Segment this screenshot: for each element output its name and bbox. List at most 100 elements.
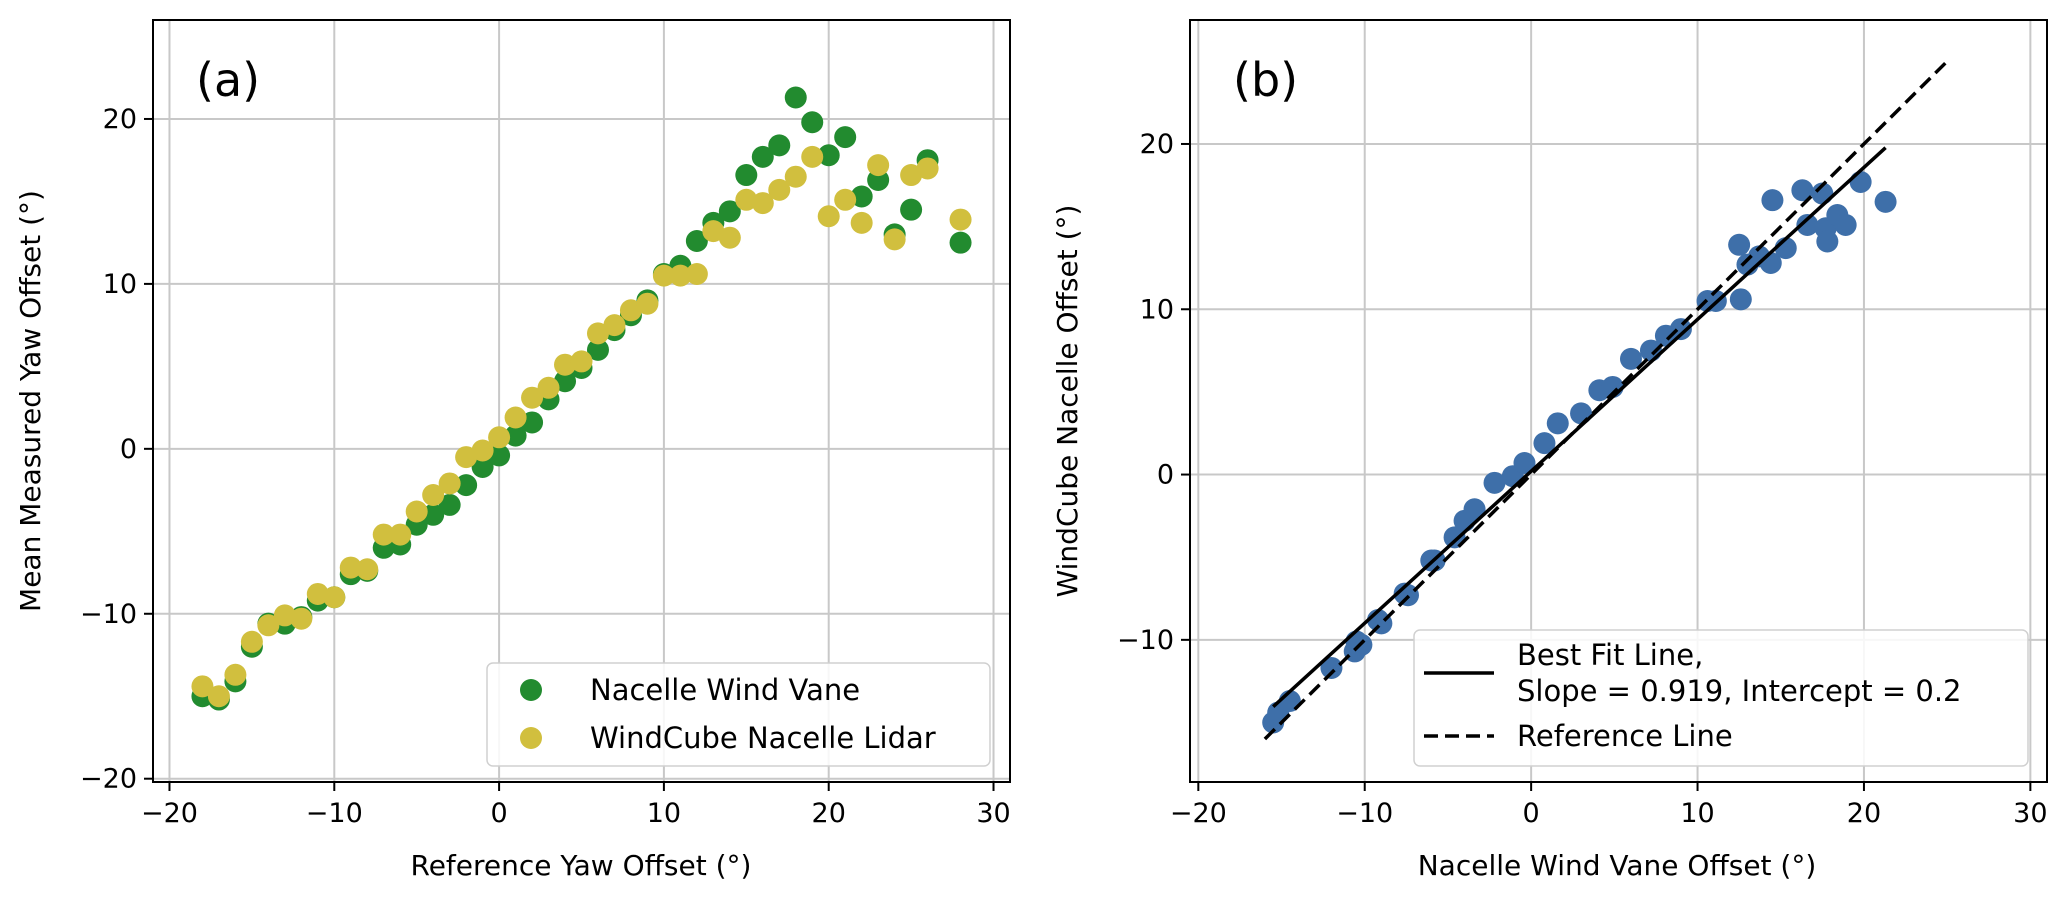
legend-label-nacelle-wind-vane: Nacelle Wind Vane xyxy=(590,673,860,707)
panel-a-points xyxy=(191,86,972,711)
panel-a-legend-box xyxy=(486,662,991,767)
panel-a-ticks: −20 −10 0 10 20 30 −20 −10 0 10 20 xyxy=(80,104,1011,829)
panel-a-series-1-point-38 xyxy=(817,205,840,228)
panel-a-series-0-point-35 xyxy=(768,134,791,157)
panel-a-series-0-point-17 xyxy=(471,455,494,478)
panel-a-ytick-label-2: 0 xyxy=(120,434,137,465)
panel-a-series-0-point-43 xyxy=(900,198,923,221)
panel-b-series-0-point-3 xyxy=(1320,656,1343,679)
panel-b-series-0-point-19 xyxy=(1533,432,1556,455)
panel-a-series-1-point-30 xyxy=(685,263,708,285)
panel-a-series-0-point-36 xyxy=(784,86,807,109)
reference-line xyxy=(1263,60,1949,741)
panel-b-ytick-label-3: 20 xyxy=(1140,129,1174,160)
panel-a-series-1-point-12 xyxy=(389,523,412,546)
panel-a-legend: Nacelle Wind Vane WindCube Nacelle Lidar xyxy=(486,662,991,767)
panel-a-series-0-point-24 xyxy=(586,338,609,361)
panel-a-series-0-point-38 xyxy=(817,144,840,167)
panel-b-frame xyxy=(1189,19,2048,783)
panel-a-series-1-point-10 xyxy=(356,558,379,581)
panel-a-series-1-point-13 xyxy=(405,500,428,523)
panel-b-lines xyxy=(1263,60,1949,741)
panel-b-ytick-label-1: 0 xyxy=(1157,460,1174,491)
legend-label-best-fit-line: Best Fit Line, xyxy=(1517,638,1703,672)
panel-a-series-1-point-29 xyxy=(669,264,692,287)
panel-a-series-1-point-20 xyxy=(521,386,544,409)
panel-a-series-1-point-25 xyxy=(603,314,626,337)
panel-b-chart: −20 −10 0 10 20 30 −10 0 10 20 (b) Nacelle Wind V… xyxy=(1051,19,2048,882)
panel-b-legend-box xyxy=(1413,629,2029,767)
panel-a-xtick-label-5: 30 xyxy=(976,798,1010,829)
panel-a-series-1-point-37 xyxy=(801,145,824,168)
panel-a-series-1-point-28 xyxy=(652,264,675,287)
legend-swatch-windcube-nacelle-lidar xyxy=(520,727,542,749)
panel-b-series-0-point-27 xyxy=(1669,318,1692,341)
panel-a-series-0-point-16 xyxy=(455,474,478,497)
panel-a-series-1-point-27 xyxy=(636,292,659,315)
panel-b-series-0-point-36 xyxy=(1874,190,1897,213)
panel-a-series-0-point-37 xyxy=(801,111,824,134)
panel-a-ytick-label-4: 20 xyxy=(103,104,137,135)
panel-a-series-1-point-45 xyxy=(949,208,972,231)
panel-a-series-1-point-7 xyxy=(306,582,329,605)
legend-label-reference-line: Reference Line xyxy=(1517,719,1733,753)
panel-a-series-1-point-42 xyxy=(883,228,906,251)
panel-b-xtick-label-3: 10 xyxy=(1680,798,1714,829)
panel-b-series-0-point-16 xyxy=(1483,471,1506,494)
panel-b-ytick-label-0: −10 xyxy=(1117,625,1174,656)
panel-b-series-0-point-24 xyxy=(1619,347,1642,370)
panel-a-xtick-label-4: 20 xyxy=(812,798,846,829)
panel-a-series-1-point-24 xyxy=(586,322,609,345)
panel-b-series-0-point-33 xyxy=(1796,213,1819,236)
panel-a-series-0-point-19 xyxy=(504,424,527,447)
panel-a-xtick-label-2: 0 xyxy=(491,798,508,829)
panel-b-xtick-label-5: 30 xyxy=(2013,798,2047,829)
panel-b-series-0-point-18 xyxy=(1513,451,1536,474)
panel-b-series-0-point-39 xyxy=(1834,213,1857,236)
panel-b-series-0-point-37 xyxy=(1849,170,1872,193)
panel-a-series-1-point-19 xyxy=(504,406,527,429)
panel-a-series-1-point-22 xyxy=(554,353,577,376)
panel-a-series-1-point-34 xyxy=(751,192,774,215)
panel-b-series-0-point-38 xyxy=(1816,230,1839,253)
panel-a-series-1-point-1 xyxy=(207,685,230,708)
panel-a-series-0-point-33 xyxy=(735,164,758,187)
panel-a-plot-area xyxy=(153,20,1010,782)
panel-a-series-0-point-34 xyxy=(751,145,774,168)
panel-a-xtick-label-3: 10 xyxy=(647,798,681,829)
panel-b-series-0-point-41 xyxy=(1791,179,1814,202)
legend-swatch-nacelle-wind-vane xyxy=(520,679,542,701)
panel-b-xtick-label-2: 0 xyxy=(1523,798,1540,829)
panel-a-frame xyxy=(152,19,1011,783)
panel-a-series-1-point-9 xyxy=(339,556,362,579)
panel-a-series-1-point-35 xyxy=(768,178,791,201)
panel-b-ylabel: WindCube Nacelle Offset (°) xyxy=(1051,205,1084,598)
panel-a-series-1-point-41 xyxy=(867,154,890,177)
panel-a-series-1-point-2 xyxy=(224,663,247,686)
panel-a-series-1-point-17 xyxy=(471,439,494,462)
panel-a-series-1-point-6 xyxy=(290,607,313,630)
panel-b-series-0-point-15 xyxy=(1463,498,1486,521)
panel-a-series-0-point-30 xyxy=(685,230,708,253)
panel-a-series-1-point-11 xyxy=(372,523,395,546)
panel-a-series-0-point-32 xyxy=(718,200,741,223)
panel-b-xtick-label-1: −10 xyxy=(1336,798,1393,829)
panel-a-series-1-point-39 xyxy=(834,188,857,211)
panel-b-xtick-label-4: 20 xyxy=(1847,798,1881,829)
panel-a-series-1-point-23 xyxy=(570,350,593,373)
panel-a-series-1-point-21 xyxy=(537,376,560,399)
panel-a-ytick-label-3: 10 xyxy=(103,269,137,300)
panel-a-series-0-point-14 xyxy=(422,503,445,526)
panel-a-series-1-point-36 xyxy=(784,165,807,188)
panel-a-series-1-point-31 xyxy=(702,220,725,243)
panel-a-series-1-point-14 xyxy=(422,484,445,507)
panel-a-series-1-point-16 xyxy=(455,446,478,469)
panel-a-series-1-point-32 xyxy=(718,226,741,249)
panel-a-tag: (a) xyxy=(196,53,260,107)
panel-a-series-0-point-15 xyxy=(438,493,461,516)
panel-b-ticks: −20 −10 0 10 20 30 −10 0 10 20 xyxy=(1117,129,2048,829)
panel-b-ytick-label-2: 10 xyxy=(1140,294,1174,325)
panel-a-series-1-point-40 xyxy=(850,211,873,234)
legend-label-best-fit-stats: Slope = 0.919, Intercept = 0.2 xyxy=(1517,674,1962,708)
